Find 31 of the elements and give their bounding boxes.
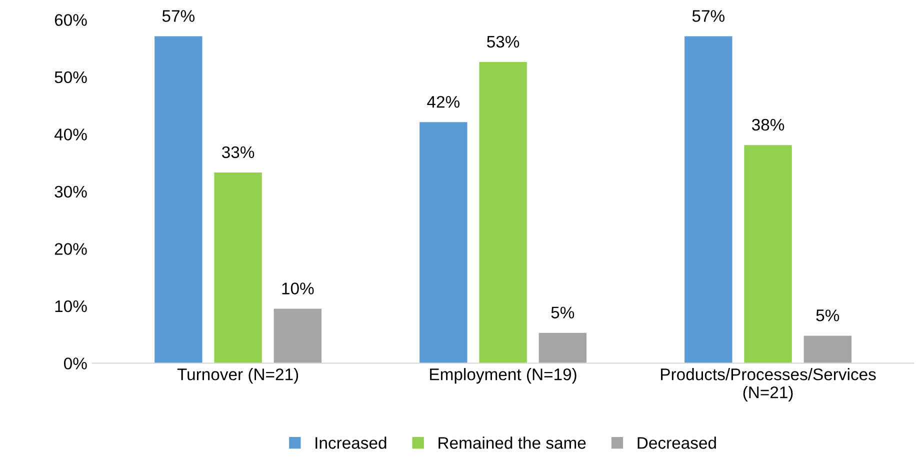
x-tick-label: Turnover (N=21) [177, 368, 298, 384]
y-tick-label: 50% [54, 71, 87, 84]
bar [154, 36, 202, 364]
y-tick-label: 0% [64, 358, 87, 370]
bar [538, 332, 587, 364]
data-label: 5% [551, 306, 574, 318]
legend-label: Increased [316, 436, 386, 449]
data-label: 5% [816, 310, 840, 322]
bar [479, 62, 527, 364]
data-label: 42% [427, 96, 460, 108]
data-label: 10% [282, 282, 314, 294]
legend-label: Decreased [638, 436, 716, 449]
y-tick-label: 10% [55, 300, 87, 312]
bar [804, 336, 852, 364]
y-tick-label: 60% [54, 14, 87, 26]
data-label: 57% [162, 10, 195, 22]
y-tick-label: 20% [54, 243, 87, 255]
y-tick-label: 30% [54, 186, 87, 198]
x-tick-label: Products/Processes/Services (N=21) [661, 368, 876, 402]
y-tick-label: 40% [54, 128, 87, 140]
bar [684, 36, 732, 364]
bar [744, 145, 792, 364]
legend-label: Remained the same [438, 436, 586, 449]
data-label: 53% [487, 36, 520, 48]
bar [420, 122, 468, 364]
bar [214, 172, 262, 364]
data-label: 33% [222, 146, 254, 158]
x-tick-label: Employment (N=19) [430, 368, 576, 384]
data-label: 57% [692, 10, 724, 22]
data-label: 38% [752, 118, 784, 131]
bar [274, 308, 322, 364]
